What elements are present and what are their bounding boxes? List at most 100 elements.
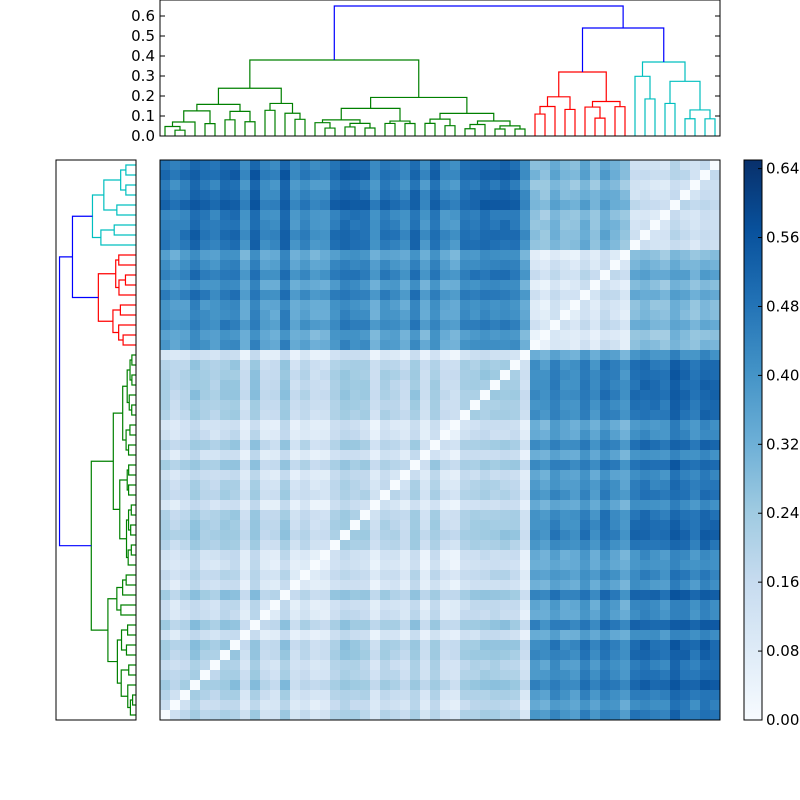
heatmap-cell (390, 330, 401, 341)
heatmap-cell (400, 360, 411, 371)
heatmap-cell (550, 430, 561, 441)
dendrogram-link (244, 121, 256, 136)
heatmap-cell (240, 440, 251, 451)
heatmap-cell (370, 250, 381, 261)
heatmap-cell (670, 650, 681, 661)
heatmap-cell (380, 390, 391, 401)
heatmap-cell (680, 680, 691, 691)
heatmap-cell (460, 690, 471, 701)
heatmap-cell (500, 640, 511, 651)
heatmap-cell (190, 560, 201, 571)
heatmap-cell (580, 210, 591, 221)
heatmap-cell (440, 630, 451, 641)
heatmap-cell (340, 240, 351, 251)
heatmap-cell (650, 220, 661, 231)
heatmap-cell (410, 360, 421, 371)
heatmap-cell (230, 540, 241, 551)
heatmap-cell (460, 340, 471, 351)
heatmap-cell (590, 480, 601, 491)
heatmap-cell (180, 480, 191, 491)
heatmap-cell (530, 340, 541, 351)
heatmap-cell (580, 440, 591, 451)
heatmap-cell (240, 240, 251, 251)
heatmap-cell (580, 420, 591, 431)
heatmap-cell (690, 380, 701, 391)
heatmap-cell (540, 400, 551, 411)
heatmap-cell (590, 500, 601, 511)
dendrogram-link (464, 128, 476, 136)
heatmap-cell (280, 420, 291, 431)
heatmap-cell (420, 500, 431, 511)
heatmap-cell (580, 240, 591, 251)
heatmap-cell (420, 180, 431, 191)
heatmap-cell (260, 530, 271, 541)
heatmap-cell (400, 640, 411, 651)
heatmap-cell (690, 350, 701, 361)
heatmap-cell (450, 390, 461, 401)
heatmap-cell (570, 380, 581, 391)
heatmap-cell (630, 490, 641, 501)
heatmap-cell (210, 280, 221, 291)
dendrogram-link (581, 27, 665, 72)
heatmap-cell (330, 280, 341, 291)
heatmap-cell (260, 460, 271, 471)
heatmap-cell (390, 170, 401, 181)
heatmap-cell (370, 690, 381, 701)
heatmap-cell (570, 270, 581, 281)
heatmap-cell (570, 230, 581, 241)
heatmap-cell (510, 560, 521, 571)
heatmap-cell (450, 420, 461, 431)
heatmap-cell (360, 540, 371, 551)
heatmap-cell (610, 230, 621, 241)
heatmap-cell (290, 700, 301, 711)
heatmap-cell (620, 450, 631, 461)
heatmap-cell (570, 580, 581, 591)
heatmap-cell (430, 480, 441, 491)
heatmap-cell (370, 640, 381, 651)
heatmap-cell (700, 330, 711, 341)
heatmap-cell (600, 710, 611, 721)
heatmap-cell (460, 170, 471, 181)
heatmap-cell (510, 240, 521, 251)
heatmap-cell (470, 310, 481, 321)
heatmap-cell (610, 250, 621, 261)
heatmap-cell (710, 420, 721, 431)
heatmap-cell (190, 660, 201, 671)
heatmap-cell (270, 290, 281, 301)
heatmap-cell (500, 390, 511, 401)
heatmap-cell (570, 240, 581, 251)
heatmap-cell (200, 580, 211, 591)
heatmap-cell (390, 200, 401, 211)
heatmap-cell (410, 160, 421, 171)
heatmap-cell (630, 170, 641, 181)
heatmap-cell (210, 400, 221, 411)
heatmap-cell (330, 710, 341, 721)
heatmap-cell (240, 450, 251, 461)
heatmap-cell (520, 500, 531, 511)
heatmap-cell (620, 660, 631, 671)
heatmap-cell (260, 250, 271, 261)
heatmap-cell (310, 620, 321, 631)
heatmap-cell (610, 570, 621, 581)
heatmap-cell (450, 400, 461, 411)
heatmap-cell (260, 190, 271, 201)
heatmap-cell (450, 310, 461, 321)
heatmap-cell (700, 520, 711, 531)
heatmap-cell (630, 200, 641, 211)
heatmap-cell (480, 630, 491, 641)
heatmap-cell (460, 680, 471, 691)
heatmap-cell (590, 260, 601, 271)
heatmap-cell (340, 560, 351, 571)
heatmap-cell (560, 290, 571, 301)
heatmap-cell (410, 380, 421, 391)
heatmap-cell (290, 540, 301, 551)
heatmap-cell (530, 680, 541, 691)
heatmap-cell (260, 370, 271, 381)
heatmap-cell (360, 520, 371, 531)
heatmap-cell (430, 270, 441, 281)
heatmap-cell (290, 160, 301, 171)
heatmap-cell (390, 560, 401, 571)
heatmap-cell (350, 580, 361, 591)
heatmap-cell (470, 500, 481, 511)
heatmap-cell (440, 460, 451, 471)
